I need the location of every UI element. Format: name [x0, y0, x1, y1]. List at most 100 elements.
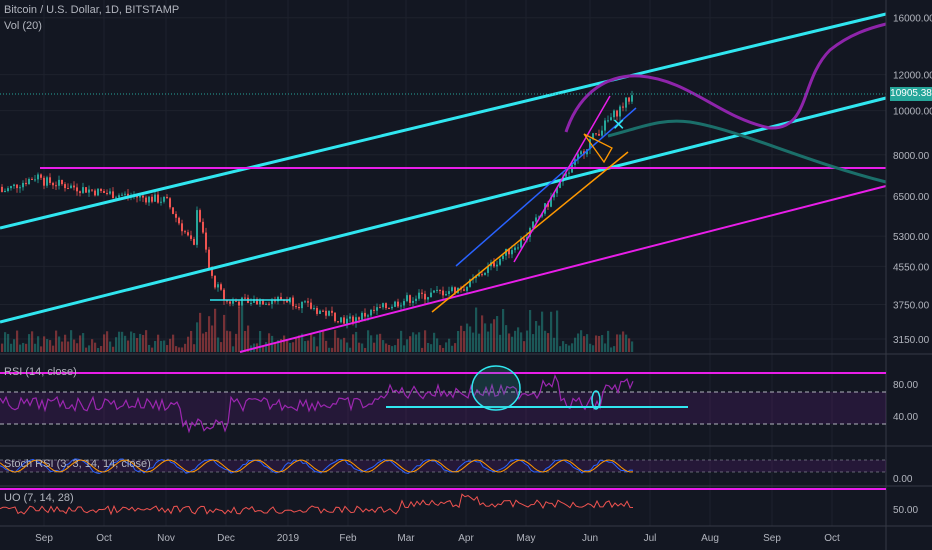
candle-body — [250, 302, 252, 304]
candle-body — [415, 298, 417, 301]
candle-body — [7, 188, 9, 191]
candle-body — [607, 120, 609, 122]
candle-body — [139, 195, 141, 198]
uo-legend[interactable]: UO (7, 14, 28) — [4, 492, 74, 504]
volume-bar — [274, 343, 277, 352]
volume-bar — [511, 336, 514, 352]
time-axis[interactable]: Sep Oct Nov Dec 2019 Feb Mar Apr May Jun Jul Aug Sep… — [35, 533, 840, 544]
volume-bar — [160, 340, 163, 352]
volume-bar — [76, 343, 79, 352]
candle-body — [478, 274, 480, 277]
volume-bar — [202, 333, 205, 352]
volume-bar — [226, 330, 229, 352]
volume-bar — [304, 341, 307, 352]
volume-bar — [517, 327, 520, 352]
volume-bar — [70, 330, 73, 352]
symbol-legend[interactable]: Bitcoin / U.S. Dollar, 1D, BITSTAMP — [4, 4, 180, 16]
indicator-tick-label: 0.00 — [893, 474, 913, 485]
candle-body — [136, 196, 138, 198]
volume-bar — [67, 341, 70, 352]
volume-bar — [118, 331, 121, 352]
candle-body — [481, 274, 483, 276]
teal-projection-curve[interactable] — [607, 119, 887, 184]
candle-body — [469, 279, 471, 287]
volume-bar — [364, 347, 367, 352]
candle-body — [70, 185, 72, 189]
candle-body — [313, 308, 315, 310]
candle-body — [343, 317, 345, 324]
volume-bar — [502, 309, 505, 352]
candle-body — [532, 221, 534, 228]
volume-bar — [352, 334, 355, 352]
rsi-legend[interactable]: RSI (14, close) — [4, 366, 77, 378]
candle-body — [352, 316, 354, 323]
upper-channel-line[interactable] — [0, 12, 887, 230]
x-tick-label: Jul — [644, 533, 657, 544]
candle-body — [376, 307, 378, 311]
volume-bar — [619, 334, 622, 352]
volume-bar — [580, 330, 583, 352]
volume-bar — [415, 334, 418, 352]
triangle-pattern[interactable] — [583, 133, 613, 164]
candle-body — [325, 310, 327, 316]
lower-channel-line[interactable] — [239, 185, 887, 353]
candle-body — [568, 172, 570, 174]
x-tick-label: Oct — [96, 533, 112, 544]
magenta-trendline[interactable] — [513, 95, 611, 263]
volume-bar — [499, 334, 502, 352]
candle-body — [598, 133, 600, 136]
volume-bar — [223, 314, 226, 352]
volume-bar — [265, 342, 268, 352]
volume-bar — [535, 321, 538, 352]
candle-body — [547, 203, 549, 207]
rsi-small-circle[interactable] — [591, 390, 601, 410]
volume-bar — [157, 334, 160, 352]
x-tick-label: Sep — [763, 533, 781, 544]
candle-body — [28, 178, 30, 185]
rsi-line — [0, 373, 634, 434]
volume-bar — [577, 333, 580, 352]
orange-trendline[interactable] — [431, 151, 629, 313]
volume-bar — [319, 330, 322, 352]
volume-bar — [433, 332, 436, 352]
volume-bar — [121, 331, 124, 352]
volume-bar — [382, 340, 385, 352]
volume-bar — [418, 332, 421, 352]
candle-body — [403, 301, 405, 306]
volume-bar — [361, 343, 364, 352]
volume-bar — [574, 337, 577, 352]
stoch-k-line — [0, 458, 634, 475]
volume-bar — [451, 345, 454, 352]
blue-trendline[interactable] — [455, 107, 637, 267]
x-tick-label: Dec — [217, 533, 235, 544]
volume-bar — [289, 342, 292, 352]
volume-bar — [181, 347, 184, 352]
stoch-rsi-legend[interactable]: Stoch RSI (3, 3, 14, 14, close) — [4, 458, 151, 470]
volume-bar — [481, 315, 484, 352]
price-axis[interactable]: 16000.00 12000.00 10000.00 8000.00 6500.00 53… — [893, 14, 932, 346]
volume-bar — [559, 346, 562, 352]
volume-bar — [13, 339, 16, 352]
volume-bar — [340, 339, 343, 352]
candle-body — [448, 291, 450, 295]
candle-body — [553, 193, 555, 198]
candle-body — [43, 177, 45, 186]
volume-bar — [376, 334, 379, 352]
candle-body — [34, 179, 36, 181]
candle-body — [55, 185, 57, 187]
volume-bar — [292, 342, 295, 352]
candle-body — [253, 298, 255, 303]
candle-body — [64, 184, 66, 189]
candle-body — [436, 289, 438, 291]
volume-legend[interactable]: Vol (20) — [4, 20, 42, 32]
volume-bar — [526, 330, 529, 352]
candle-body — [394, 301, 396, 307]
rsi-circle-annotation[interactable] — [471, 365, 521, 411]
candle-body — [391, 306, 393, 309]
candle-body — [166, 196, 168, 199]
volume-bar — [400, 330, 403, 352]
purple-projection-curve[interactable] — [564, 22, 887, 133]
candle-body — [322, 310, 324, 312]
volume-bar — [145, 330, 148, 352]
